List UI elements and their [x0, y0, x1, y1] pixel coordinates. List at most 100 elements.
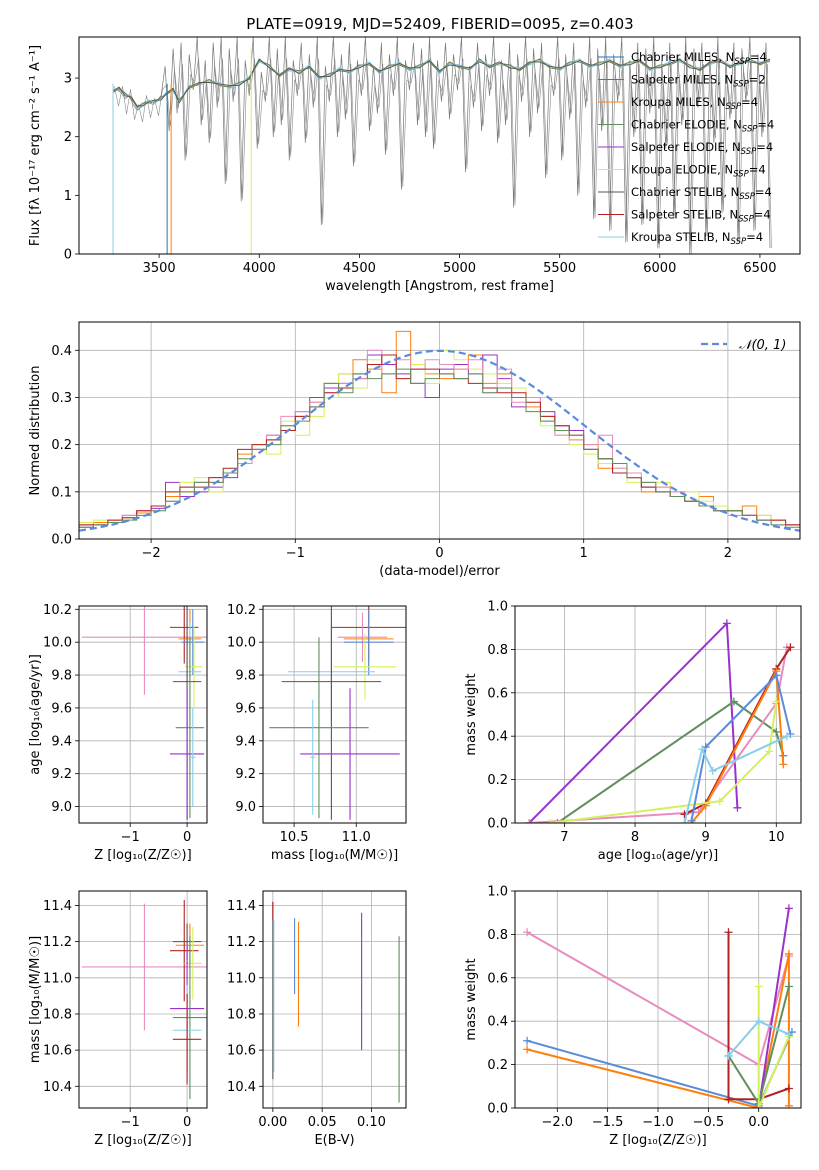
y-tick-label: 10.8 — [227, 1007, 256, 1022]
x-axis-label: Z [log₁₀(Z/Z☉)] — [609, 1133, 706, 1148]
weight-point-marker — [680, 819, 689, 823]
weight-point-marker — [722, 619, 731, 628]
legend-entry-label: Chabrier ELODIE, N — [631, 118, 742, 132]
legend-entry: Kroupa ELODIE, NSSP=4 — [631, 163, 766, 180]
y-tick-label: 0.4 — [487, 1015, 508, 1030]
weight-point-marker — [772, 727, 781, 736]
axes-frame — [78, 890, 208, 1109]
y-tick-label: 1.0 — [487, 885, 508, 900]
y-tick-label: 10.6 — [43, 1044, 72, 1059]
y-tick-label: 10.2 — [227, 603, 256, 618]
model-fit-line — [112, 58, 770, 110]
y-axis-label: mass [log₁₀(M/M☉)] — [28, 936, 43, 1063]
y-tick-label: 0.0 — [487, 817, 508, 832]
legend-entry-subscript: SSP — [733, 80, 749, 90]
legend-entry-label: Salpeter STELIB, N — [631, 208, 738, 222]
x-tick-label: 5000 — [443, 261, 476, 276]
weight-series-line — [690, 674, 792, 821]
legend-entry-suffix: =4 — [755, 185, 772, 199]
weight-point-marker — [784, 1084, 793, 1093]
y-tick-label: 0 — [64, 248, 72, 263]
weight-point-marker — [786, 643, 795, 652]
y-tick-label: 9.8 — [51, 669, 72, 684]
weight-series-line — [556, 700, 785, 823]
y-tick-label: 11.2 — [43, 935, 72, 950]
legend-entry-suffix: =4 — [746, 230, 763, 244]
y-tick-label: 0.2 — [487, 1058, 508, 1073]
weight-point-marker — [724, 1051, 733, 1060]
weight-point-marker — [779, 760, 788, 769]
x-tick-label: 3500 — [143, 261, 176, 276]
weight-vs-age-plot-area — [525, 619, 795, 823]
weight-series-line — [757, 986, 790, 1108]
legend-entry-subscript: SSP — [726, 102, 742, 112]
weight-series-line — [727, 932, 790, 1101]
legend-entry: Salpeter ELODIE, NSSP=4 — [631, 140, 773, 157]
figure-title: PLATE=0919, MJD=52409, FIBERID=0095, z=0… — [246, 15, 633, 33]
legend-entry-suffix: =4 — [757, 118, 774, 132]
x-axis-label: age [log₁₀(age/yr)] — [598, 848, 719, 863]
y-tick-label: 11.4 — [43, 899, 72, 914]
x-tick-label: 0 — [435, 546, 443, 561]
x-tick-label: 6500 — [743, 261, 776, 276]
weight-point-marker — [687, 816, 696, 823]
y-tick-label: 9.8 — [235, 669, 256, 684]
x-tick-label: 0.00 — [258, 1115, 287, 1130]
y-tick-label: 0.3 — [51, 391, 72, 406]
x-tick-label: 11.0 — [342, 830, 371, 845]
y-tick-label: 10.0 — [43, 636, 72, 651]
legend-entry-label: Kroupa STELIB, N — [631, 230, 731, 244]
y-tick-label: 9.0 — [235, 800, 256, 815]
y-tick-label: 9.4 — [235, 734, 256, 749]
weight-series-line — [690, 670, 785, 823]
x-tick-label: 4500 — [343, 261, 376, 276]
y-tick-label: 9.6 — [235, 701, 256, 716]
y-tick-label: 0.2 — [487, 773, 508, 788]
y-tick-label: 0.8 — [487, 928, 508, 943]
y-tick-label: 11.4 — [227, 899, 256, 914]
weight-point-marker — [784, 982, 793, 991]
y-axis-label: mass weight — [464, 958, 479, 1040]
axes-frame — [262, 890, 407, 1109]
axes-frame — [78, 321, 801, 540]
weight-series-line — [683, 735, 788, 823]
mass-vs-metallicity-panel: −1 0 10.4 10.6 10.8 11.0 11.2 11.4 Z [log₁₀(Z/Z☉… — [28, 890, 208, 1148]
axes-frame — [514, 605, 802, 824]
weight-point-marker — [525, 819, 534, 823]
weight-point-marker — [724, 1095, 733, 1104]
weight-point-marker — [523, 1045, 532, 1054]
residuals-plot-area — [79, 330, 800, 539]
legend-entry: Chabrier MILES, NSSP=4 — [631, 50, 767, 67]
y-tick-label: 2 — [64, 130, 72, 145]
y-tick-label: 10.4 — [227, 1080, 256, 1095]
y-tick-label: 3 — [64, 72, 72, 87]
y-axis-label: Flux [fλ 10⁻¹⁷ erg cm⁻² s⁻¹ A⁻¹] — [28, 45, 43, 246]
weight-point-marker — [782, 732, 791, 741]
legend-entry: Salpeter MILES, NSSP=2 — [631, 73, 766, 90]
x-tick-label: 4000 — [243, 261, 276, 276]
y-tick-label: 9.0 — [51, 800, 72, 815]
weight-point-marker — [523, 1036, 532, 1045]
axes-frame — [78, 36, 801, 255]
x-tick-label: −1 — [121, 830, 140, 845]
x-tick-label: 6000 — [643, 261, 676, 276]
legend-entry-subscript: SSP — [739, 192, 755, 202]
x-tick-label: −1.5 — [592, 1115, 624, 1130]
legend-entry-label: Kroupa ELODIE, N — [631, 163, 733, 177]
axes-frame — [78, 605, 208, 824]
weight-point-marker — [754, 982, 763, 991]
weight-point-marker — [754, 1017, 763, 1026]
y-tick-label: 0.6 — [487, 686, 508, 701]
y-axis-label: Normed distribution — [28, 366, 43, 496]
y-axis-label: mass weight — [464, 673, 479, 755]
x-axis-label: wavelength [Angstrom, rest frame] — [325, 279, 554, 294]
y-tick-label: 0.0 — [51, 533, 72, 548]
x-axis-label: E(B-V) — [314, 1133, 354, 1148]
mass-vs-reddening-panel: 0.00 0.05 0.10 10.4 10.6 10.8 11.0 11.2 11.4 E(B-… — [227, 890, 407, 1148]
weight-point-marker — [698, 745, 707, 754]
weight-point-marker — [784, 904, 793, 913]
x-tick-label: 10 — [768, 830, 785, 845]
y-tick-label: 9.4 — [51, 734, 72, 749]
weight-point-marker — [784, 949, 793, 958]
